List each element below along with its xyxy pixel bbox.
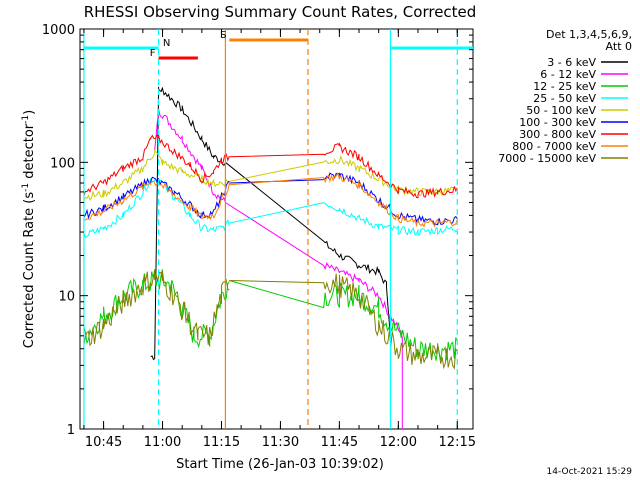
y-axis-ticks: 1 10 100 1000 [42, 23, 473, 438]
legend-header-line1: Det 1,3,4,5,6,9, [546, 28, 632, 41]
legend-label: 800 - 7000 keV [512, 140, 596, 153]
x-tick-label: 11:45 [321, 435, 358, 450]
series-line-8 [83, 269, 458, 370]
y-axis-label-close: ) [22, 110, 37, 115]
y-axis-label: Corrected Count Rate (s-1 detector-1) [21, 110, 37, 348]
y-tick-label: 10 [58, 290, 75, 305]
y-axis-label-main: Corrected Count Rate (s [22, 192, 37, 349]
legend-header-line2: Att 0 [606, 40, 632, 53]
x-tick-label: 11:30 [262, 435, 299, 450]
legend-label: 7000 - 15000 keV [498, 152, 596, 165]
x-tick-label: 12:15 [439, 435, 476, 450]
y-tick-label: 100 [50, 156, 75, 171]
x-tick-label: 11:00 [144, 435, 181, 450]
x-tick-label: 11:15 [203, 435, 240, 450]
flag-label: F [150, 48, 156, 59]
flag-bars: NF S [83, 30, 473, 60]
vertical-markers [83, 29, 458, 429]
legend-label: 100 - 300 keV [519, 116, 596, 129]
flag-label: N [163, 38, 170, 49]
flag-label: S [220, 30, 226, 41]
chart-title: RHESSI Observing Summary Count Rates, Co… [84, 3, 477, 21]
footer-date: 14-Oct-2021 15:29 [547, 467, 633, 477]
y-axis-label-sup2: -1 [21, 115, 31, 124]
x-axis-label: Start Time (26-Jan-03 10:39:02) [176, 457, 384, 472]
y-axis-label-detector: detector [22, 123, 37, 183]
data-layer [83, 86, 458, 430]
y-axis-label-sup: -1 [21, 183, 31, 192]
series-line-1 [154, 108, 403, 430]
y-tick-label: 1000 [42, 23, 75, 38]
plot-frame [79, 28, 474, 430]
legend-label: 12 - 25 keV [533, 80, 596, 93]
legend-label: 3 - 6 keV [547, 56, 596, 69]
y-tick-label: 1 [67, 423, 75, 438]
legend-label: 300 - 800 keV [519, 128, 596, 141]
x-tick-label: 10:45 [85, 435, 122, 450]
legend-label: 6 - 12 keV [540, 68, 596, 81]
x-tick-label: 12:00 [380, 435, 417, 450]
legend-label: 25 - 50 keV [533, 92, 596, 105]
x-axis-ticks: 10:45 11:00 11:15 11:30 11:45 12:00 12:15 [83, 29, 476, 450]
series-line-4 [83, 149, 458, 202]
legend-label: 50 - 100 keV [526, 104, 596, 117]
series-line-0 [150, 86, 391, 361]
